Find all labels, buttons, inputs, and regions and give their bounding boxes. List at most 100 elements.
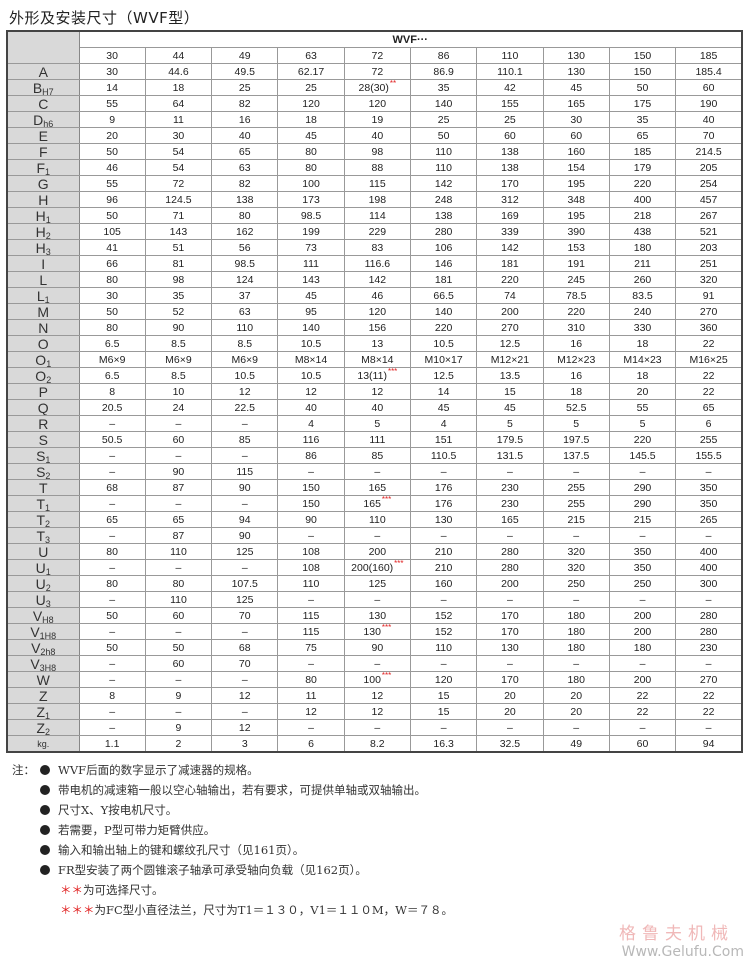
table-row: L 80 98 124 143 142 181 220 245 260 320	[6, 271, 743, 288]
table-cell: 80	[211, 207, 279, 224]
table-cell: 152	[409, 607, 478, 624]
table-cell: 70	[675, 127, 743, 144]
table-row: S 50.5 60 85 116 111 151 179.5 197.5 220 255	[6, 431, 743, 448]
table-cell: 438	[608, 223, 677, 240]
table-cell: 165	[542, 95, 610, 112]
table-cell: 400	[608, 191, 677, 208]
row-label-sub: 2	[45, 726, 51, 736]
table-cell: 153	[542, 239, 610, 256]
table-cell: 457	[675, 191, 743, 208]
table-cell: 20	[608, 383, 677, 400]
row-label-main: T	[36, 495, 46, 512]
table-cell: 12	[277, 383, 345, 400]
table-cell: 145.5	[608, 447, 677, 464]
table-cell: –	[144, 703, 213, 720]
note-text: 若需要，P型可带力矩臂供应。	[58, 823, 216, 837]
table-cell: 110	[409, 639, 478, 656]
row-label: P	[6, 383, 80, 400]
table-cell: 165***	[343, 495, 411, 512]
table-cell: 40	[343, 127, 411, 144]
table-cell: 12	[211, 687, 279, 704]
table-cell: 86.9	[409, 63, 478, 80]
table-cell: 280	[675, 607, 743, 624]
table-cell: 45	[542, 79, 610, 96]
table-cell: 265	[675, 511, 743, 528]
table-cell: 65	[78, 511, 146, 528]
row-label-main: Z	[38, 687, 48, 704]
table-cell: –	[78, 703, 146, 720]
table-cell: –	[78, 447, 146, 464]
table-cell: 3	[211, 735, 279, 753]
table-cell: 22	[608, 687, 677, 704]
table-cell: 270	[675, 671, 743, 688]
table-cell: 64	[144, 95, 213, 112]
table-cell: 80	[144, 575, 213, 592]
table-cell: 25	[476, 111, 544, 128]
row-label: U2	[6, 575, 80, 592]
table-cell: 65	[675, 399, 743, 416]
table-cell: 50	[78, 607, 146, 624]
table-cell: 106	[409, 239, 478, 256]
table-cell: 165	[476, 511, 544, 528]
row-label: U3	[6, 591, 80, 608]
table-cell: 82	[211, 95, 279, 112]
table-cell: 179.5	[476, 431, 544, 448]
table-row: W – – –80 100*** 120 170 180 200 270	[6, 671, 743, 688]
footnote-mark: ***	[387, 367, 398, 376]
table-cell: 108	[277, 559, 345, 576]
row-label-sub: 1	[45, 166, 51, 176]
row-label-sub: 2	[46, 374, 52, 384]
table-cell: 191	[542, 255, 610, 272]
row-label-main: S	[36, 463, 46, 480]
table-cell: 142	[476, 239, 544, 256]
table-cell: 35	[409, 79, 478, 96]
table-cell: –	[78, 463, 146, 480]
table-cell: 16.3	[409, 735, 478, 753]
row-label-main: C	[38, 95, 49, 112]
row-label-main: B	[32, 79, 43, 96]
table-cell: 200	[608, 671, 677, 688]
table-cell: M10×17	[409, 351, 478, 368]
cell-value: 200(160)	[351, 561, 394, 574]
row-label: V1H8	[6, 623, 80, 640]
table-cell: 185.4	[675, 63, 743, 80]
row-label: V3H8	[6, 655, 80, 672]
table-cell: M12×21	[476, 351, 544, 368]
table-cell: –	[542, 463, 610, 480]
table-cell: 83.5	[608, 287, 677, 304]
table-cell: 60	[476, 127, 544, 144]
size-header: 30	[78, 47, 146, 64]
row-label: O2	[6, 367, 80, 384]
corner-cell	[6, 30, 80, 64]
table-cell: 50	[144, 639, 213, 656]
table-cell: 130	[542, 63, 610, 80]
table-cell: 143	[277, 271, 345, 288]
row-label: Q	[6, 399, 80, 416]
table-cell: 138	[476, 143, 544, 160]
table-cell: 50	[608, 79, 677, 96]
table-cell: –	[476, 527, 544, 544]
table-cell: –	[78, 415, 146, 432]
table-cell: 35	[144, 287, 213, 304]
table-cell: 65	[144, 511, 213, 528]
table-cell: 73	[277, 239, 345, 256]
footnote-mark: ***	[381, 495, 392, 504]
table-cell: 330	[608, 319, 677, 336]
table-cell: 138	[211, 191, 279, 208]
row-label: O	[6, 335, 80, 352]
table-cell: 96	[78, 191, 146, 208]
table-cell: 68	[211, 639, 279, 656]
table-cell: 105	[78, 223, 146, 240]
row-label-main: T	[36, 527, 46, 544]
table-row: V3H8–60 70– – – – – – –	[6, 655, 743, 672]
table-cell: 54	[144, 143, 213, 160]
table-cell: –	[277, 591, 345, 608]
table-cell: 203	[675, 239, 743, 256]
table-cell: 154	[542, 159, 610, 176]
table-cell: –	[409, 527, 478, 544]
table-cell: –	[144, 447, 213, 464]
table-cell: 72	[144, 175, 213, 192]
table-cell: 44.6	[144, 63, 213, 80]
table-cell: –	[675, 527, 743, 544]
table-row: M 50 52 63 95 120 140 200 220 240 270	[6, 303, 743, 320]
